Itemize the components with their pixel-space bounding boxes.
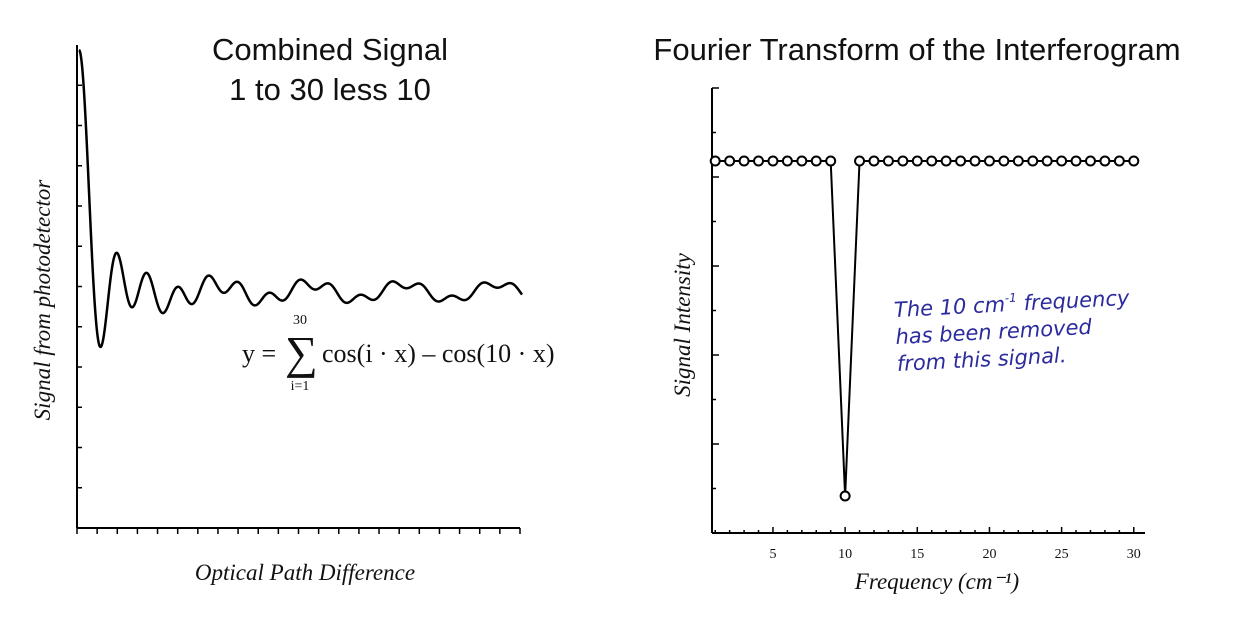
annotation-line-3: from this signal.: [896, 343, 1067, 376]
right-x-tick-label: 15: [910, 547, 924, 562]
right-data-point: [882, 155, 894, 167]
right-data-point: [1128, 155, 1140, 167]
right-data-point: [940, 155, 952, 167]
left-chart-subtitle: 1 to 30 less 10: [229, 72, 431, 107]
right-x-tick-labels: 5 10 15 20 25 30: [769, 547, 1140, 562]
right-data-point: [1056, 155, 1068, 167]
equation-upper-limit: 30: [293, 313, 307, 328]
equation: y = ∑ 30 i=1 cos(i · x) – cos(10 · x): [242, 313, 555, 394]
equation-lower-limit: i=1: [291, 379, 310, 394]
right-data-point: [1113, 155, 1125, 167]
right-x-tick-label: 10: [838, 547, 852, 562]
right-x-ticks: [714, 527, 1135, 533]
right-x-tick-label: 20: [982, 547, 996, 562]
right-data-point: [998, 155, 1010, 167]
right-data-point: [868, 155, 880, 167]
equation-lhs: y =: [242, 339, 276, 368]
right-data-point: [738, 155, 750, 167]
right-data-point: [969, 155, 981, 167]
right-x-tick-label: 30: [1127, 547, 1141, 562]
annotation-superscript: -1: [1004, 291, 1017, 306]
right-data-point: [781, 155, 793, 167]
right-data-point: [839, 490, 851, 502]
right-data-point: [911, 155, 923, 167]
right-data-point: [724, 155, 736, 167]
left-chart: Combined Signal 1 to 30 less 10 Optical …: [30, 32, 555, 585]
right-data-point: [1070, 155, 1082, 167]
right-y-ticks: [712, 87, 719, 490]
equation-body: cos(i · x) – cos(10 · x): [322, 339, 555, 368]
annotation-line-1: The 10 cm-1 frequency: [893, 285, 1130, 322]
right-data-point: [983, 155, 995, 167]
right-data-point: [955, 155, 967, 167]
right-data-point: [926, 155, 938, 167]
right-chart-title: Fourier Transform of the Interferogram: [653, 32, 1180, 67]
right-spectrum-points: [709, 155, 1140, 502]
annotation-part-a: The 10 cm: [893, 292, 1005, 322]
annotation-note: The 10 cm-1 frequency has been removed f…: [893, 285, 1130, 376]
right-data-point: [1027, 155, 1039, 167]
right-data-point: [1041, 155, 1053, 167]
right-data-point: [753, 155, 765, 167]
right-x-axis-label: Frequency (cm⁻¹): [854, 569, 1019, 594]
right-data-point: [810, 155, 822, 167]
right-data-point: [1012, 155, 1024, 167]
right-x-tick-label: 5: [769, 547, 776, 562]
right-data-point: [854, 155, 866, 167]
annotation-part-b: frequency: [1016, 286, 1130, 316]
right-x-tick-label: 25: [1055, 547, 1069, 562]
right-data-point: [709, 155, 721, 167]
right-data-point: [897, 155, 909, 167]
equation-sum-symbol: ∑: [285, 327, 318, 378]
left-x-axis-label: Optical Path Difference: [195, 560, 415, 585]
left-x-ticks: [76, 528, 521, 534]
right-data-point: [767, 155, 779, 167]
right-data-point: [1084, 155, 1096, 167]
right-x-axis-label-text: Frequency (cm⁻¹): [854, 569, 1019, 594]
left-y-ticks: [77, 84, 82, 529]
right-data-point: [1099, 155, 1111, 167]
right-y-axis-label: Signal Intensity: [670, 252, 695, 397]
left-chart-title: Combined Signal: [212, 32, 448, 67]
right-chart: Fourier Transform of the Interferogram 5…: [653, 32, 1180, 594]
right-data-point: [796, 155, 808, 167]
left-y-axis-label: Signal from photodetector: [30, 179, 55, 421]
left-signal-line: [78, 48, 523, 349]
right-data-point: [825, 155, 837, 167]
